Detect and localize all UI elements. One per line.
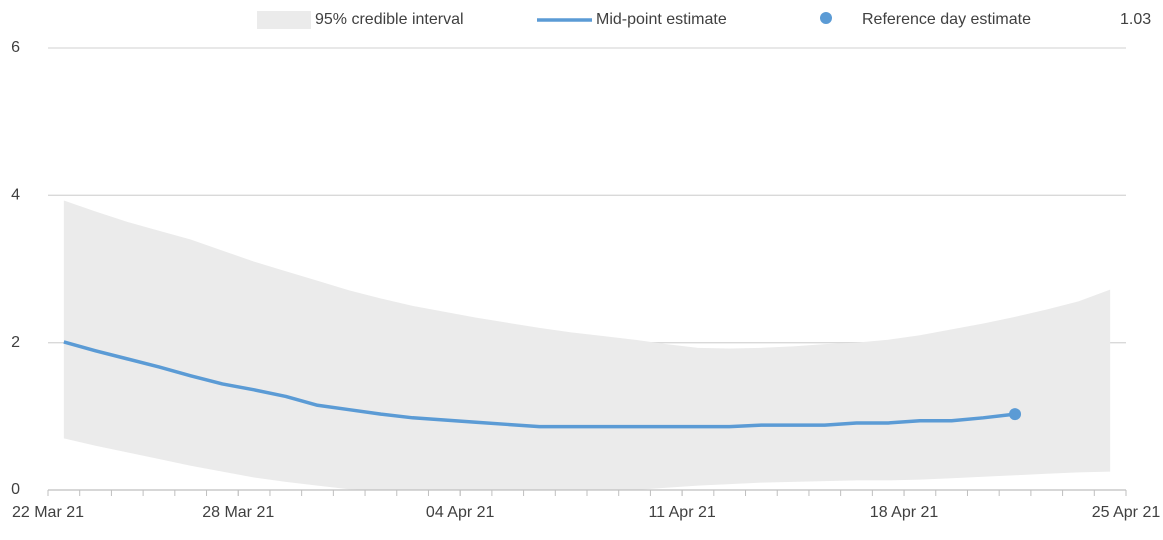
x-tick-label: 18 Apr 21 [870, 504, 939, 521]
legend-swatch [257, 11, 311, 29]
y-tick-label: 2 [11, 334, 20, 351]
x-tick-label: 22 Mar 21 [12, 504, 84, 521]
reference-point [1009, 408, 1022, 421]
legend-swatch [820, 12, 832, 24]
legend-label: Reference day estimate [862, 11, 1031, 28]
x-tick-label: 25 Apr 21 [1092, 504, 1161, 521]
x-tick-label: 28 Mar 21 [202, 504, 274, 521]
y-tick-label: 0 [11, 481, 20, 498]
credible-interval [63, 200, 1111, 491]
y-tick-label: 6 [11, 39, 20, 56]
legend-label: 95% credible interval [315, 11, 464, 28]
x-tick-label: 04 Apr 21 [426, 504, 495, 521]
y-tick-label: 4 [11, 187, 20, 204]
mid-point-line [63, 340, 1016, 429]
legend-label: Mid-point estimate [596, 11, 727, 28]
x-tick-label: 11 Apr 21 [648, 504, 715, 521]
reference-value-label: 1.03 [1120, 11, 1151, 28]
